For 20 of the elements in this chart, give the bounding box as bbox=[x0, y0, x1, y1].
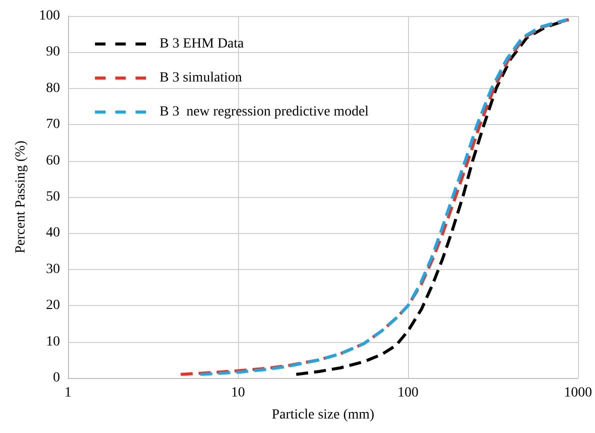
y-axis-title: Percent Passing (%) bbox=[14, 140, 28, 254]
x-tick-label: 1 bbox=[64, 386, 72, 400]
y-tick-label: 50 bbox=[46, 190, 60, 204]
y-tick-label: 100 bbox=[39, 8, 60, 24]
x-tick-label: 10 bbox=[231, 386, 245, 400]
y-tick-label: 20 bbox=[46, 298, 60, 314]
y-tick-label: 30 bbox=[46, 262, 60, 277]
x-tick-label: 1000 bbox=[564, 386, 592, 400]
y-tick-label: 60 bbox=[46, 153, 60, 168]
y-tick-label: 80 bbox=[46, 80, 60, 96]
y-tick-label: 40 bbox=[46, 226, 60, 241]
y-tick-label: 0 bbox=[53, 370, 60, 386]
x-tick-label: 100 bbox=[398, 386, 418, 400]
legend-label: B 3 new regression predictive model bbox=[160, 104, 369, 120]
y-tick-label: 10 bbox=[46, 334, 60, 350]
legend-label: B 3 simulation bbox=[160, 70, 242, 86]
y-tick-label: 70 bbox=[46, 117, 60, 132]
x-axis-title: Particle size (mm) bbox=[272, 408, 375, 422]
y-tick-label: 90 bbox=[46, 44, 60, 60]
legend-label: B 3 EHM Data bbox=[160, 36, 245, 52]
